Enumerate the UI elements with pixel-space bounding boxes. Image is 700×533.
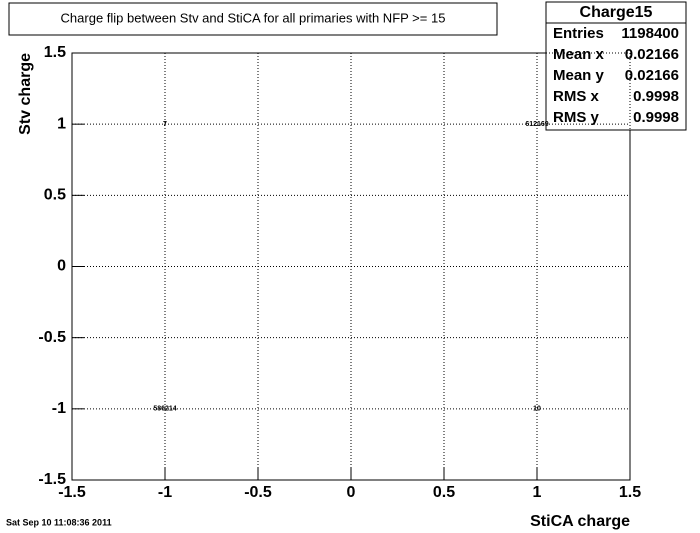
x-tick-label: -0.5 bbox=[244, 484, 272, 501]
timestamp: Sat Sep 10 11:08:36 2011 bbox=[6, 517, 112, 527]
stats-label: Mean x bbox=[553, 46, 605, 63]
bin-count: 612169 bbox=[525, 121, 548, 128]
x-tick-label: 0.5 bbox=[433, 484, 455, 501]
x-tick-label: 1.5 bbox=[619, 484, 641, 501]
stats-value: 0.9998 bbox=[633, 109, 679, 126]
title-box bbox=[8, 2, 498, 36]
y-tick-label: 1.5 bbox=[44, 44, 66, 61]
chart-title: Charge flip between Stv and StiCA for al… bbox=[61, 10, 446, 25]
bin-count: 586214 bbox=[153, 406, 176, 413]
x-tick-label: -1.5 bbox=[58, 484, 86, 501]
stats-value: 1198400 bbox=[621, 25, 679, 42]
y-tick-label: -0.5 bbox=[38, 329, 66, 346]
stats-label: Mean y bbox=[553, 67, 605, 84]
y-axis-title: Stv charge bbox=[17, 53, 34, 135]
y-tick-label: 0.5 bbox=[44, 187, 66, 204]
y-tick-label: 0 bbox=[57, 258, 66, 275]
stats-value: 0.9998 bbox=[633, 88, 679, 105]
y-tick-label: 1 bbox=[57, 115, 66, 132]
stats-label: RMS x bbox=[553, 88, 600, 105]
y-tick-label: -1 bbox=[52, 400, 66, 417]
x-tick-label: 0 bbox=[347, 484, 356, 501]
x-axis-title: StiCA charge bbox=[530, 513, 630, 530]
stats-value: 0.02166 bbox=[625, 46, 679, 63]
y-tick-label: -1.5 bbox=[38, 471, 66, 488]
bin-count: 10 bbox=[533, 406, 541, 413]
stats-value: 0.02166 bbox=[625, 67, 679, 84]
bin-count: 7 bbox=[163, 121, 167, 128]
stats-label: RMS y bbox=[553, 109, 600, 126]
stats-title: Charge15 bbox=[580, 4, 653, 21]
stats-label: Entries bbox=[553, 25, 604, 42]
x-tick-label: 1 bbox=[533, 484, 542, 501]
x-tick-label: -1 bbox=[158, 484, 172, 501]
